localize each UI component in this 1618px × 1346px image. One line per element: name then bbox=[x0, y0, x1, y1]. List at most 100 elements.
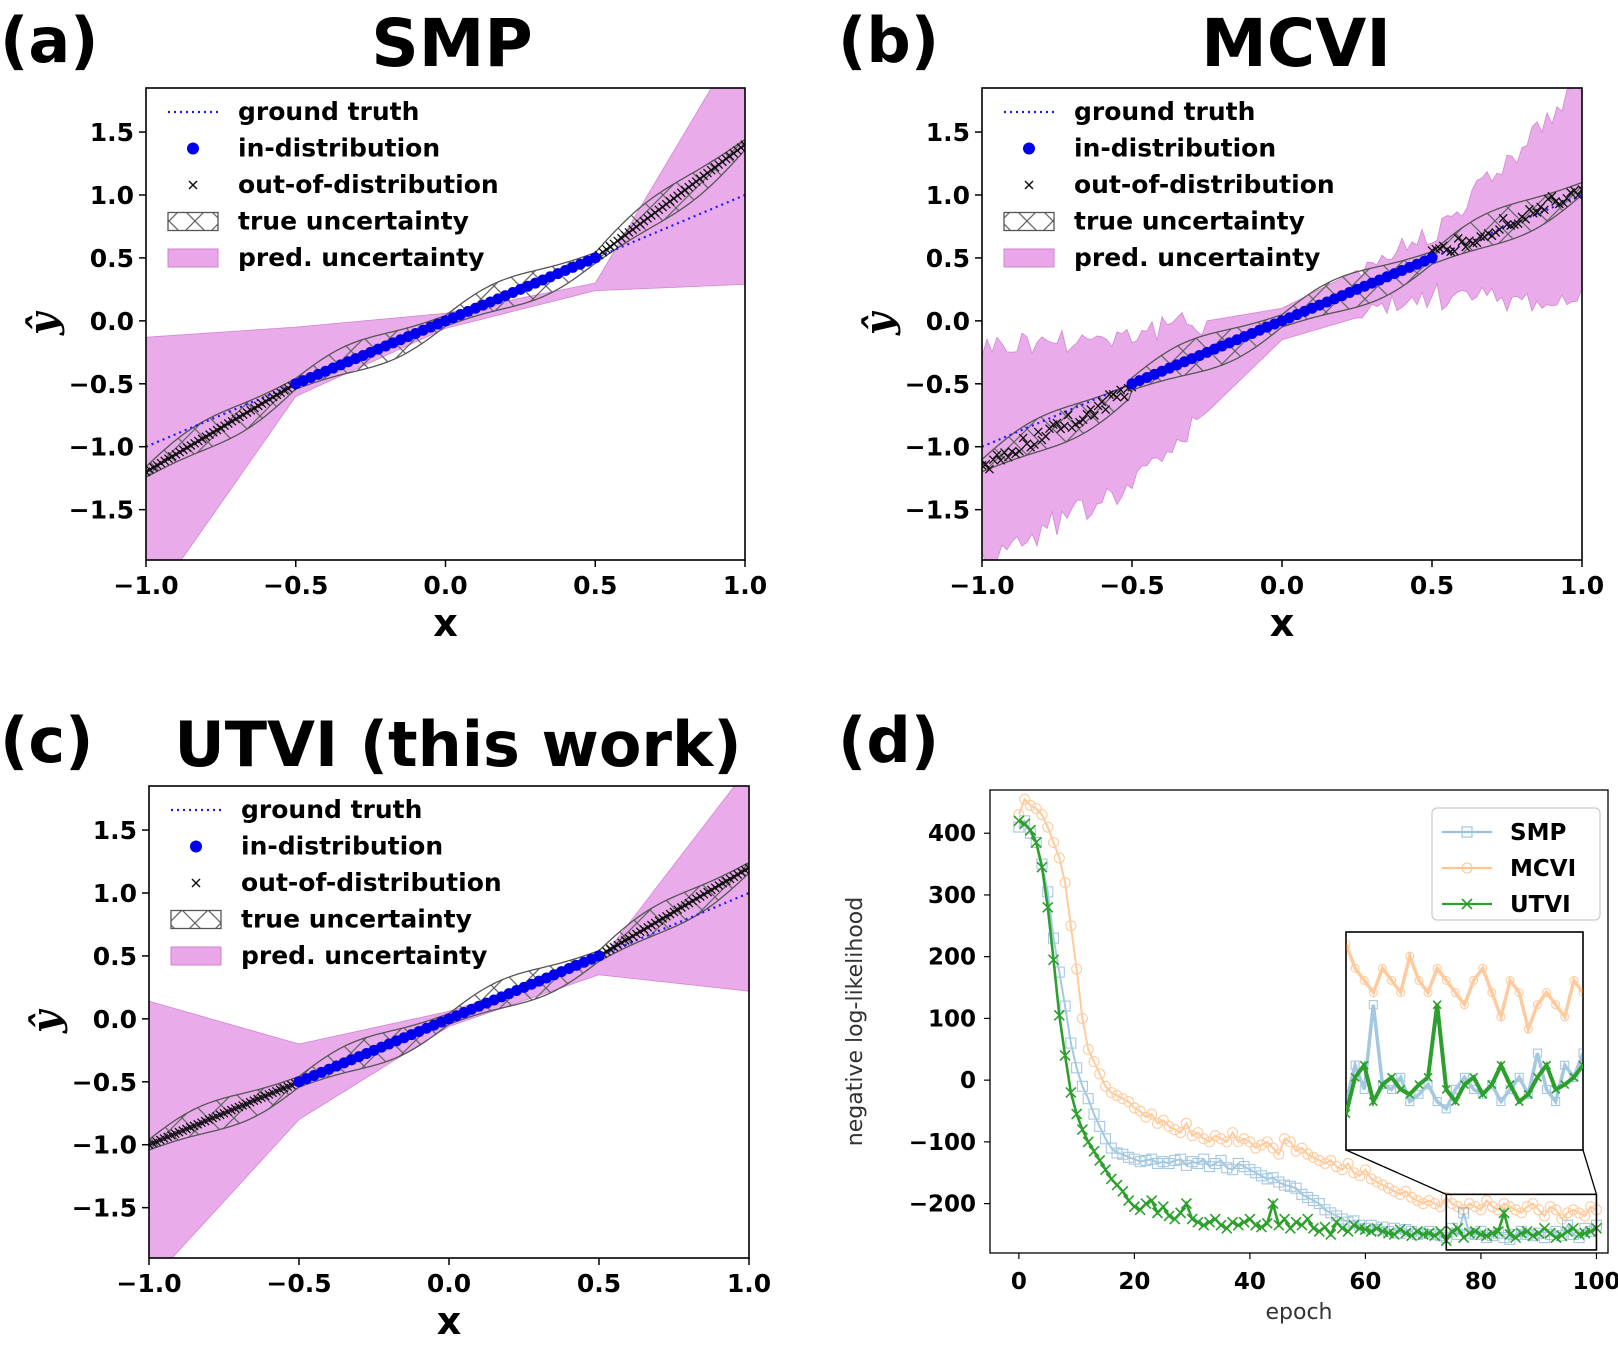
series-marker bbox=[1505, 975, 1515, 985]
legend: ground truth in-distribution out-of-distri… bbox=[170, 795, 502, 970]
series-marker bbox=[1111, 1147, 1123, 1159]
legend-label: in-distribution bbox=[241, 832, 443, 861]
series-marker bbox=[1533, 1227, 1545, 1239]
series-marker bbox=[1532, 1072, 1542, 1082]
series-marker bbox=[1232, 1136, 1244, 1148]
y-tick-label: 100 bbox=[928, 1006, 976, 1032]
series-marker bbox=[1496, 1060, 1506, 1070]
series-marker bbox=[1429, 1198, 1441, 1210]
series-marker bbox=[1273, 1176, 1285, 1188]
series-marker bbox=[1140, 1111, 1152, 1123]
ood-point bbox=[1461, 242, 1471, 252]
ood-point bbox=[1112, 392, 1122, 402]
series-marker bbox=[1406, 1230, 1418, 1242]
series-marker bbox=[1498, 1207, 1510, 1219]
legend-indist-swatch bbox=[187, 142, 199, 155]
ood-point bbox=[1108, 389, 1118, 399]
panel-d-plot: 0 20 40 60 80 100 −200 −100 0 100 200 300 400 epoch ne… bbox=[843, 789, 1618, 1325]
series-line bbox=[1017, 797, 1597, 1221]
series-marker bbox=[1209, 1130, 1221, 1142]
series-marker bbox=[1284, 1136, 1296, 1148]
series-marker bbox=[1441, 1104, 1451, 1114]
ood-point bbox=[1116, 385, 1126, 395]
inset-connector bbox=[1582, 1149, 1598, 1195]
series-marker bbox=[1134, 1156, 1146, 1168]
y-tick-label: 1.5 bbox=[93, 816, 137, 845]
inset-series-mcvi bbox=[1346, 939, 1583, 1035]
series-marker bbox=[1461, 898, 1473, 910]
series-marker bbox=[1387, 1084, 1397, 1094]
series-marker bbox=[1250, 1142, 1262, 1154]
legend: SMP MCVI UTVI bbox=[1431, 807, 1601, 921]
series-marker bbox=[1169, 1154, 1181, 1166]
ood-point bbox=[996, 455, 1006, 465]
series-marker bbox=[1533, 1204, 1545, 1216]
series-marker bbox=[1461, 862, 1473, 874]
y-tick-label: 1.0 bbox=[93, 879, 137, 908]
series-marker bbox=[1336, 1222, 1348, 1234]
series-marker bbox=[1099, 1080, 1112, 1092]
series-marker bbox=[1342, 1157, 1354, 1170]
y-tick-label: 1.5 bbox=[90, 118, 134, 147]
series-marker bbox=[1163, 1120, 1175, 1132]
series-marker bbox=[1203, 1216, 1216, 1228]
series-marker bbox=[1414, 975, 1424, 985]
series-marker bbox=[1071, 1108, 1083, 1120]
x-tick-label: −0.5 bbox=[1099, 571, 1164, 600]
legend-true-unc-swatch bbox=[170, 909, 222, 930]
ood-point bbox=[1569, 186, 1579, 196]
in-distribution-point bbox=[589, 252, 601, 264]
y-tick-label: 200 bbox=[928, 945, 976, 971]
series-marker bbox=[1065, 920, 1077, 932]
series-marker bbox=[1123, 1151, 1135, 1163]
y-tick-label: −1.5 bbox=[69, 496, 134, 525]
legend-label: MCVI bbox=[1510, 856, 1576, 882]
series-marker bbox=[1273, 1148, 1285, 1160]
series-marker bbox=[1556, 1213, 1568, 1225]
series-marker bbox=[1140, 1198, 1152, 1210]
series-marker bbox=[1481, 1230, 1493, 1242]
series-marker bbox=[1047, 932, 1060, 944]
series-marker bbox=[1423, 988, 1433, 998]
series-marker bbox=[1307, 1151, 1319, 1163]
series-marker bbox=[1330, 1161, 1343, 1173]
series-marker bbox=[1319, 1157, 1331, 1170]
series-marker bbox=[1157, 1201, 1169, 1213]
series-marker bbox=[1573, 1232, 1585, 1244]
series-marker bbox=[1434, 1225, 1447, 1237]
series-marker bbox=[1071, 963, 1083, 975]
series-marker bbox=[1238, 1216, 1250, 1228]
series-marker bbox=[1255, 1221, 1268, 1233]
series-marker bbox=[1459, 1000, 1470, 1010]
series-marker bbox=[1238, 1133, 1250, 1145]
series-marker bbox=[1469, 1072, 1479, 1082]
y-tick-label: 0.0 bbox=[93, 1005, 137, 1034]
panel-label-b: (b) bbox=[838, 4, 939, 77]
series-marker bbox=[1134, 1105, 1146, 1117]
ood-point bbox=[1521, 214, 1531, 224]
series-marker bbox=[1076, 1080, 1088, 1092]
series-marker bbox=[1065, 1037, 1077, 1049]
series-marker bbox=[1030, 836, 1042, 849]
series-marker bbox=[1423, 1225, 1435, 1237]
series-marker bbox=[1024, 824, 1036, 836]
series-marker bbox=[1053, 852, 1065, 864]
inset-series-smp bbox=[1346, 1000, 1583, 1114]
y-tick-label: −0.5 bbox=[72, 1068, 137, 1097]
x-tick-label: −0.5 bbox=[266, 1269, 331, 1298]
x-tick-label: 40 bbox=[1234, 1269, 1266, 1295]
legend: ground truth in-distribution out-of-distri… bbox=[167, 97, 499, 272]
series-marker bbox=[1377, 1179, 1389, 1191]
ood-point bbox=[1059, 421, 1069, 431]
panel-a-plot: −1.0 −0.5 0.0 0.5 1.0 −1.5 −1.0 −0.5 0.0 0.5 1.0 1.… bbox=[20, 87, 767, 645]
series-marker bbox=[1406, 1191, 1418, 1203]
series-marker bbox=[1551, 1000, 1561, 1010]
series-marker bbox=[1452, 1201, 1464, 1213]
series-marker bbox=[1076, 1123, 1088, 1136]
series-marker bbox=[1371, 1176, 1383, 1188]
series-marker bbox=[1541, 1084, 1552, 1094]
series-marker bbox=[1504, 1228, 1516, 1241]
series-marker bbox=[1585, 1225, 1597, 1237]
series-marker bbox=[1163, 1210, 1175, 1222]
series-marker bbox=[1382, 1182, 1395, 1194]
